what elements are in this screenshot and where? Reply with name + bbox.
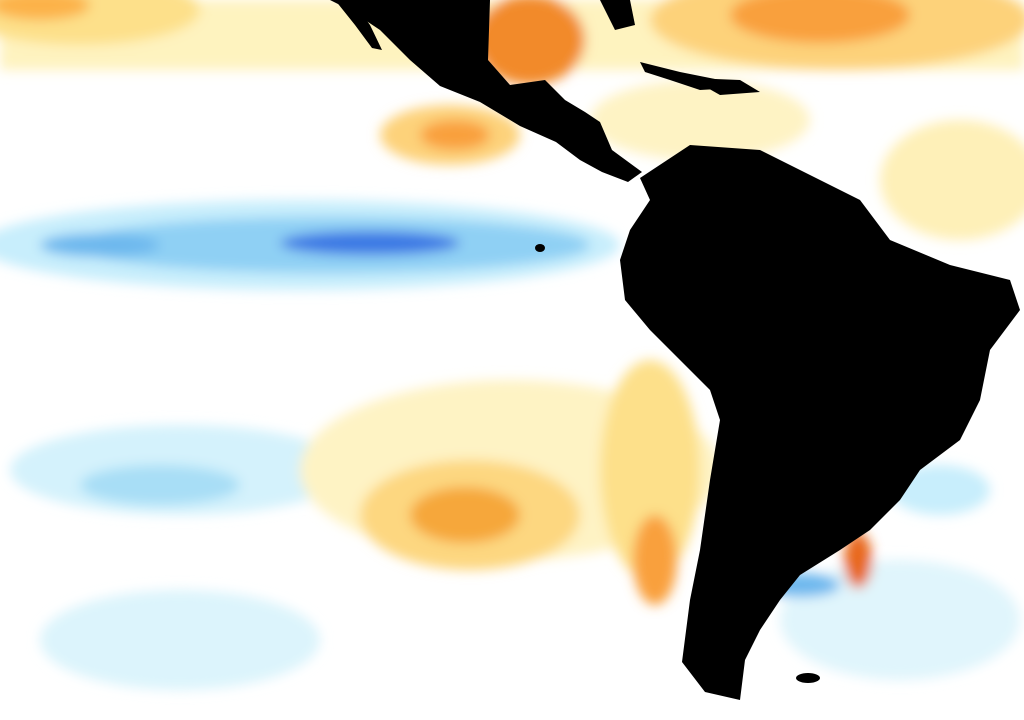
hispaniola — [690, 78, 760, 95]
cold-area — [80, 465, 240, 505]
warm-core — [730, 0, 910, 43]
anomaly-field — [0, 0, 1024, 690]
warm-core — [420, 120, 490, 150]
landmass — [330, 0, 1020, 700]
cold-band — [40, 590, 320, 690]
warm-core — [844, 532, 872, 588]
florida — [600, 0, 635, 30]
warm-area — [600, 360, 700, 580]
gulf-warm — [475, 0, 585, 85]
baja-california — [335, 0, 382, 50]
warm-core — [633, 515, 677, 605]
falkland-islands — [796, 673, 820, 683]
cold-band — [780, 560, 1020, 680]
warm-band — [880, 120, 1024, 240]
central-america — [330, 0, 642, 182]
galapagos — [535, 244, 545, 252]
warm-core — [410, 487, 520, 543]
cold-core — [280, 231, 460, 255]
cold-area — [40, 233, 160, 257]
south-america — [620, 145, 1020, 700]
warm-band — [590, 80, 810, 160]
warm-core — [0, 0, 90, 20]
